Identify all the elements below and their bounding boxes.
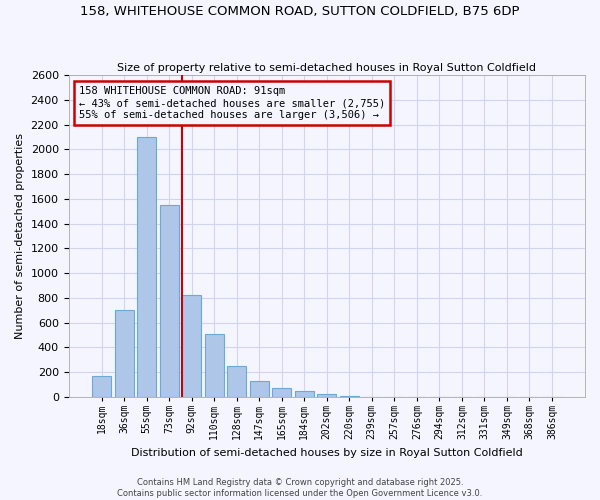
Bar — [250, 381, 269, 397]
Bar — [317, 394, 337, 397]
Bar — [295, 392, 314, 397]
Bar — [92, 376, 111, 397]
Bar — [137, 137, 156, 397]
Bar — [340, 396, 359, 397]
Text: 158, WHITEHOUSE COMMON ROAD, SUTTON COLDFIELD, B75 6DP: 158, WHITEHOUSE COMMON ROAD, SUTTON COLD… — [80, 5, 520, 18]
Bar — [160, 205, 179, 397]
Bar — [227, 366, 246, 397]
X-axis label: Distribution of semi-detached houses by size in Royal Sutton Coldfield: Distribution of semi-detached houses by … — [131, 448, 523, 458]
Bar — [272, 388, 291, 397]
Text: Contains HM Land Registry data © Crown copyright and database right 2025.
Contai: Contains HM Land Registry data © Crown c… — [118, 478, 482, 498]
Bar — [182, 296, 201, 397]
Title: Size of property relative to semi-detached houses in Royal Sutton Coldfield: Size of property relative to semi-detach… — [117, 63, 536, 73]
Bar — [115, 310, 134, 397]
Y-axis label: Number of semi-detached properties: Number of semi-detached properties — [15, 133, 25, 339]
Text: 158 WHITEHOUSE COMMON ROAD: 91sqm
← 43% of semi-detached houses are smaller (2,7: 158 WHITEHOUSE COMMON ROAD: 91sqm ← 43% … — [79, 86, 385, 120]
Bar — [205, 334, 224, 397]
